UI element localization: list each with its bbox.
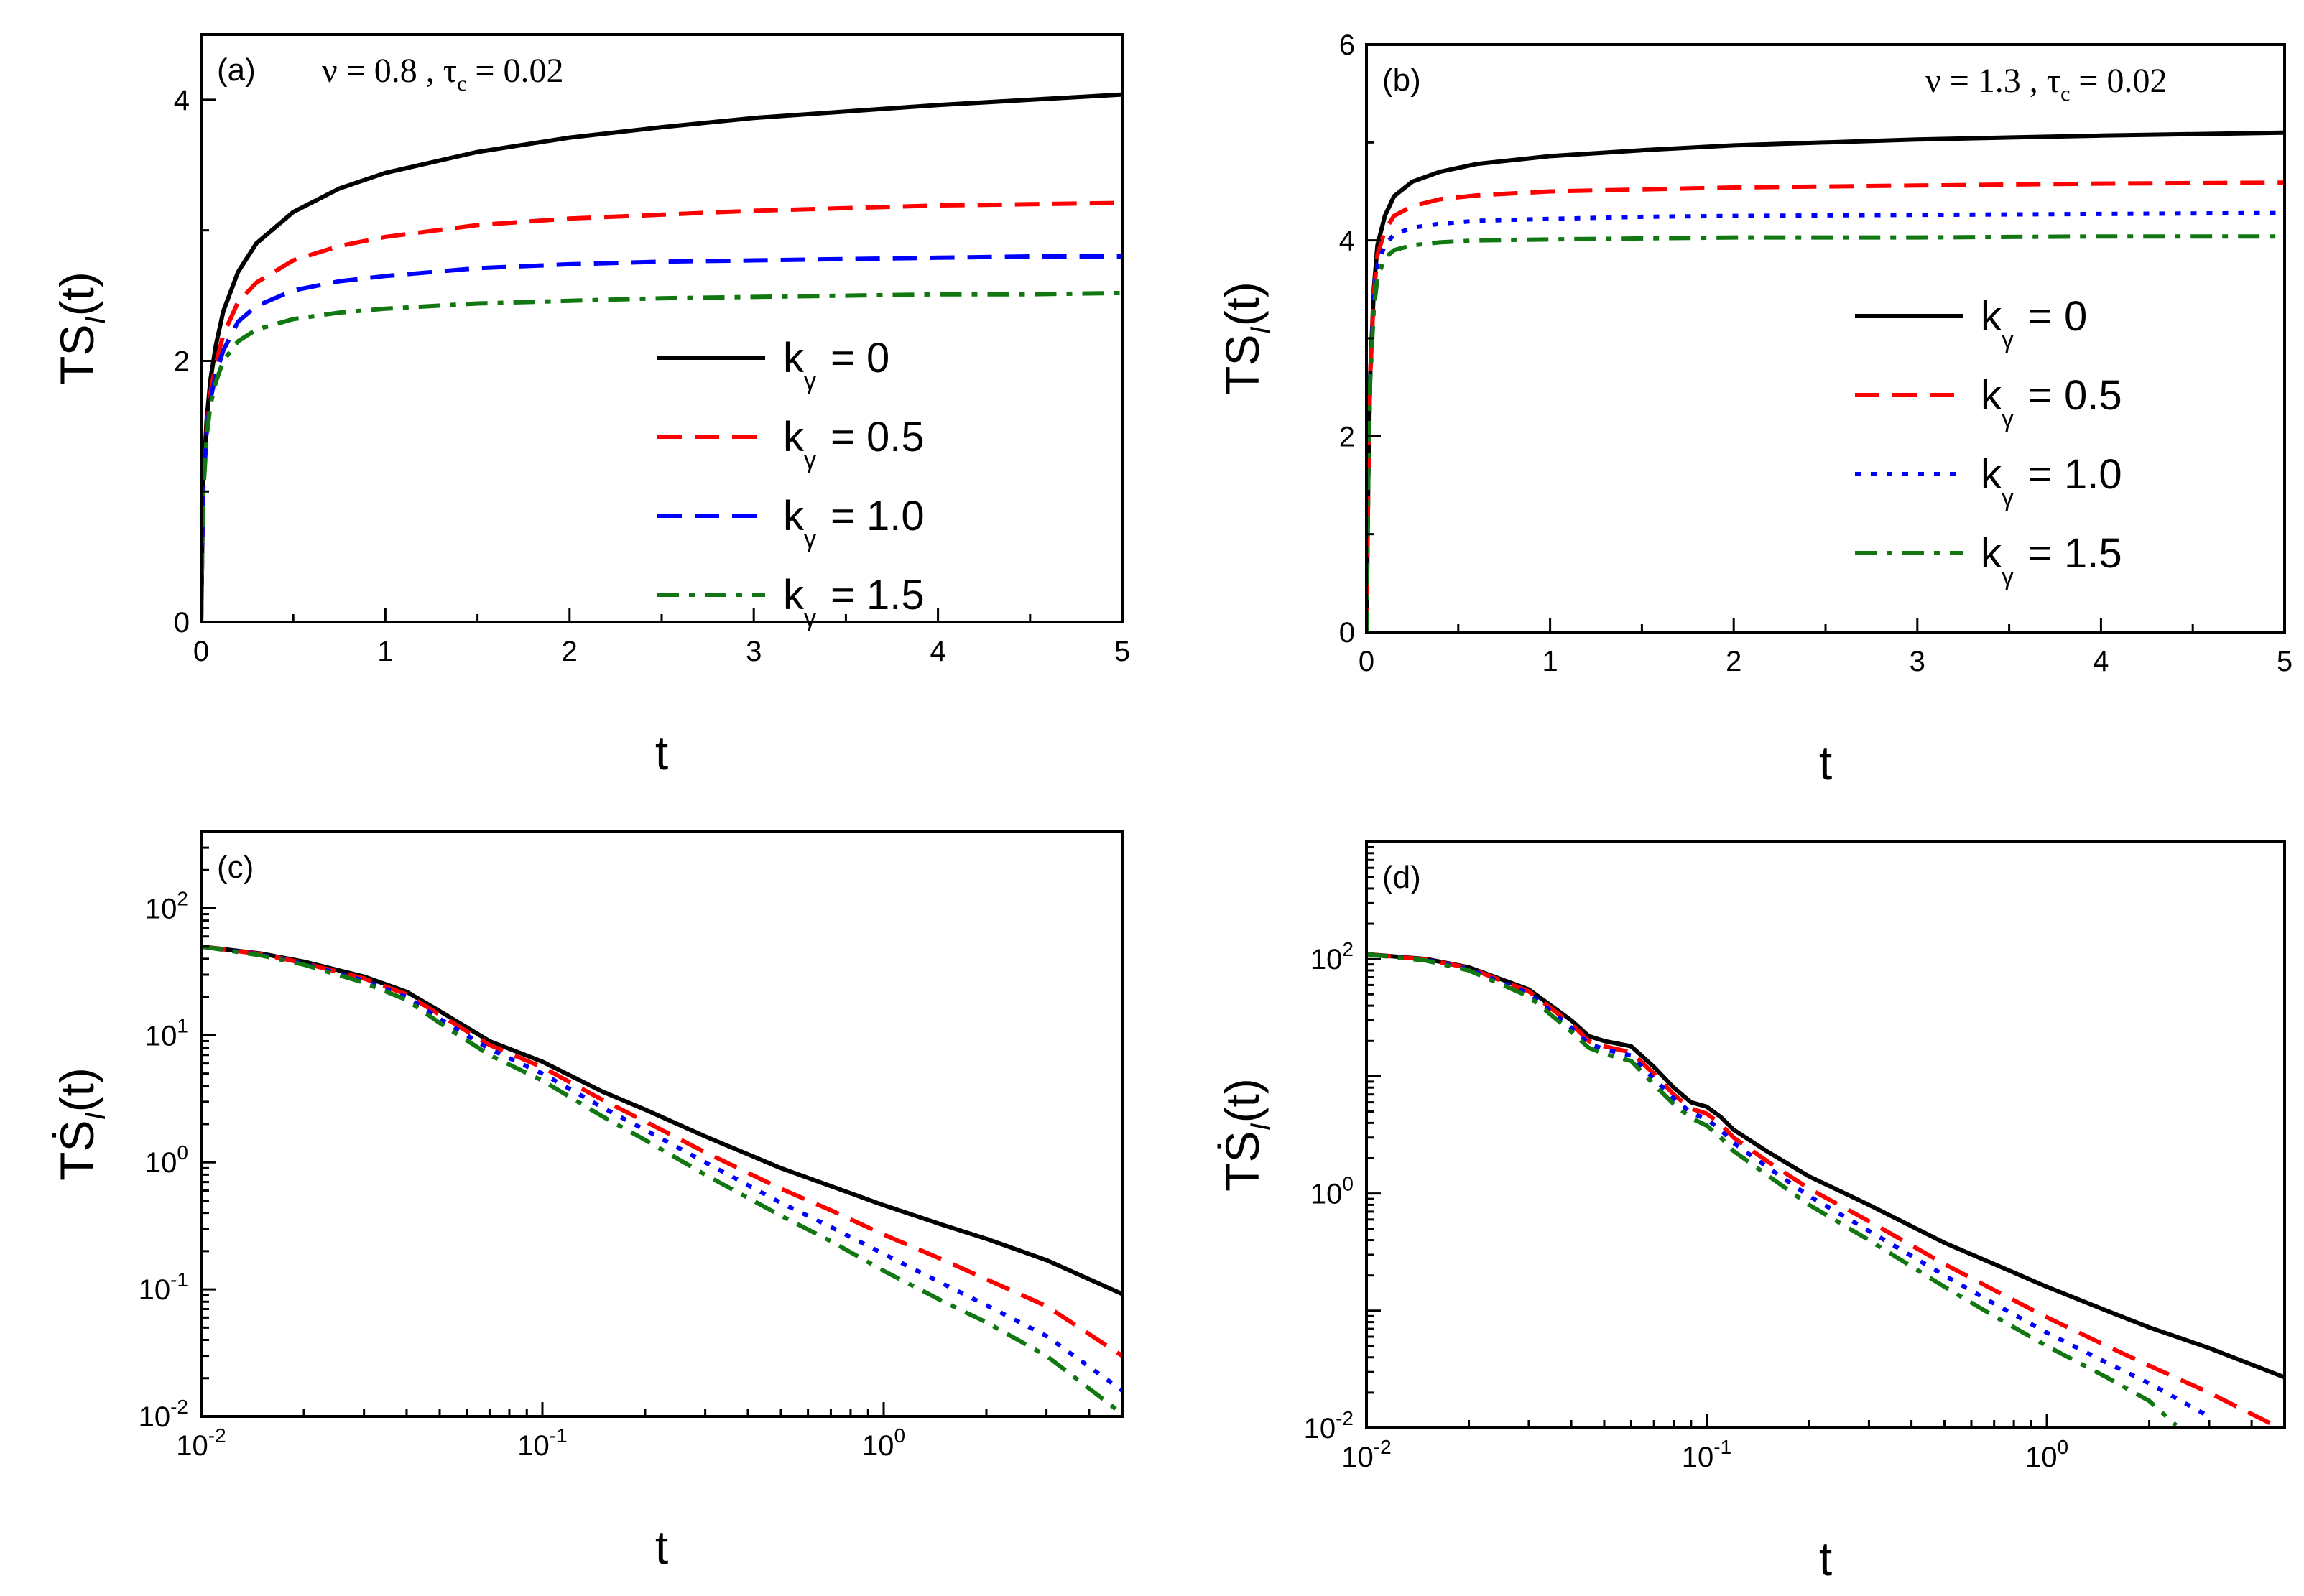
plot-frame (200, 830, 1124, 1418)
panel-label: (a) (217, 52, 256, 88)
x-tick-label: 3 (746, 636, 762, 667)
x-tick-label: 10-1 (1682, 1436, 1731, 1473)
tick-marks (1365, 43, 2286, 634)
series-line-0 (1366, 130, 2285, 632)
legend: kγ = 0 kγ = 0.5 kγ = 1.0 kγ = 1.5 (1855, 293, 2122, 590)
y-tick-label: 101 (145, 1014, 188, 1052)
y-tick-label: 10-2 (139, 1396, 188, 1433)
series-line-1 (201, 944, 1122, 1358)
x-tick-label: 2 (562, 636, 578, 667)
y-tick-label: 10-1 (139, 1268, 188, 1306)
x-axis-label: t (1819, 736, 1832, 789)
y-tick-label: 2 (174, 345, 190, 377)
series-line-0 (201, 92, 1122, 622)
legend-entry: kγ = 1.0 (1981, 451, 2122, 511)
panel-c: 10-2 10-1 100 10-2 10-1 100 101 102 t TṠI(t) (c) (50, 830, 1124, 1574)
series-group (201, 92, 1122, 622)
legend-entry: kγ = 1.0 (783, 493, 925, 553)
x-tick-label: 5 (1114, 636, 1130, 667)
series-line-1 (1366, 180, 2285, 632)
legend-entry: kγ = 0 (783, 335, 889, 395)
x-tick-label: 10-2 (1341, 1436, 1391, 1473)
x-tick-label: 1 (377, 636, 393, 667)
y-tick-label: 4 (1339, 226, 1355, 257)
x-tick-label: 100 (862, 1424, 905, 1462)
plot-frame (1365, 840, 2286, 1429)
legend-entry: kγ = 0 (1981, 293, 2087, 353)
y-tick-label: 102 (1310, 938, 1354, 975)
panel-label: (b) (1382, 62, 1421, 98)
y-tick-label: 100 (145, 1141, 188, 1179)
legend-entry: kγ = 1.5 (1981, 530, 2122, 590)
y-tick-label: 0 (174, 607, 190, 639)
x-tick-label: 4 (930, 636, 945, 667)
x-tick-label: 0 (1359, 646, 1374, 677)
x-axis-label: t (1819, 1532, 1832, 1585)
legend-entry: kγ = 1.5 (783, 572, 925, 632)
x-tick-label: 2 (1726, 646, 1741, 677)
series-line-1 (201, 200, 1122, 622)
parameter-annotation: ν = 1.3 , τc = 0.02 (1925, 62, 2167, 106)
x-axis-label: t (655, 726, 668, 779)
series-line-3 (201, 290, 1122, 622)
legend-entry: kγ = 0.5 (1981, 372, 2122, 432)
tick-marks (200, 830, 1124, 1418)
series-line-2 (1366, 210, 2285, 632)
x-axis-label: t (655, 1521, 668, 1574)
y-tick-label: 4 (174, 85, 190, 116)
x-tick-label: 4 (2093, 646, 2109, 677)
x-tick-label: 100 (2025, 1436, 2068, 1473)
series-line-2 (201, 254, 1122, 622)
panel-a: 0 1 2 3 4 5 0 2 4 t TSI(t) (a) ν = 0.8 , τc = 0.02 kγ… (50, 33, 1130, 779)
y-tick-label: 6 (1339, 29, 1355, 61)
series-line-2 (1366, 952, 2211, 1419)
series-line-3 (201, 944, 1122, 1416)
panel-label: (d) (1382, 860, 1421, 895)
series-group (1366, 952, 2285, 1428)
panel-d: 10-2 10-1 100 10-2 100 102 t TṠI(t) (d) (1216, 840, 2286, 1585)
x-tick-label: 10-2 (176, 1424, 226, 1462)
y-tick-label: 102 (145, 887, 188, 924)
series-line-3 (1366, 234, 2285, 632)
x-tick-label: 3 (1910, 646, 1925, 677)
panel-label: (c) (217, 850, 254, 885)
y-tick-label: 10-2 (1304, 1407, 1354, 1444)
parameter-annotation: ν = 0.8 , τc = 0.02 (322, 52, 563, 96)
y-axis-label: TSI(t) (1216, 282, 1277, 395)
series-line-0 (1366, 952, 2285, 1380)
plot-frame (200, 33, 1124, 623)
series-line-1 (1366, 952, 2285, 1428)
y-tick-label: 100 (1310, 1173, 1354, 1210)
plot-frame (1365, 43, 2286, 634)
series-line-0 (201, 944, 1122, 1296)
series-line-3 (1366, 952, 2178, 1427)
series-line-2 (201, 944, 1122, 1393)
legend-entry: kγ = 0.5 (783, 414, 925, 474)
tick-marks (1365, 840, 2286, 1429)
y-axis-label: TSI(t) (50, 272, 111, 385)
series-group (1366, 130, 2285, 632)
legend: kγ = 0 kγ = 0.5 kγ = 1.0 kγ = 1.5 (657, 335, 925, 632)
series-group (201, 944, 1122, 1416)
y-tick-label: 2 (1339, 421, 1355, 453)
y-axis-label: TṠI(t) (1216, 1078, 1277, 1192)
x-tick-label: 5 (2277, 646, 2293, 677)
panel-b: 0 1 2 3 4 5 0 2 4 6 t TSI(t) (b) ν = 1.3 , τc = 0.02 k… (1216, 29, 2293, 789)
y-axis-label: TṠI(t) (50, 1067, 111, 1181)
y-tick-label: 0 (1339, 617, 1355, 649)
x-tick-label: 10-1 (517, 1424, 567, 1462)
x-tick-label: 1 (1542, 646, 1558, 677)
x-tick-label: 0 (193, 636, 209, 667)
tick-marks (200, 98, 1124, 623)
